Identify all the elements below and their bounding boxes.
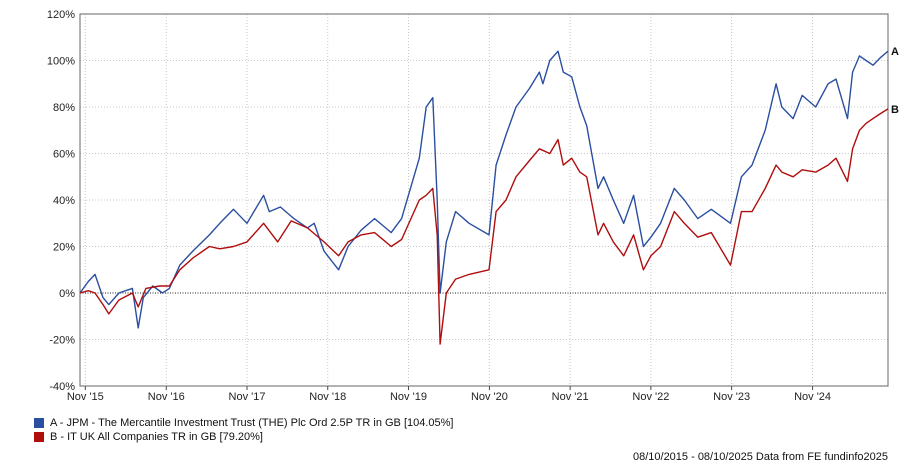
x-tick-label: Nov '19	[390, 391, 427, 403]
legend-swatch-a	[34, 418, 44, 428]
chart-footer: 08/10/2015 - 08/10/2025 Data from FE fun…	[632, 451, 888, 463]
y-tick-label: 40%	[53, 195, 75, 207]
y-tick-label: 0%	[59, 288, 75, 300]
plot-frame	[79, 13, 889, 387]
x-tick-label: Nov '20	[471, 391, 508, 403]
legend-label-b: B - IT UK All Companies TR in GB [79.20%…	[50, 431, 263, 443]
y-tick-label: -40%	[49, 381, 75, 393]
series-end-label-b: B	[891, 104, 899, 116]
x-tick-label: Nov '17	[229, 391, 266, 403]
x-tick-label: Nov '18	[309, 391, 346, 403]
y-tick-label: 120%	[47, 9, 75, 21]
series-end-label-a: A	[891, 46, 899, 58]
legend-swatch-b	[34, 432, 44, 442]
x-tick-label: Nov '22	[632, 391, 669, 403]
y-tick-label: 100%	[47, 56, 75, 68]
y-tick-label: 20%	[53, 242, 75, 254]
x-tick-label: Nov '15	[67, 391, 104, 403]
x-tick-label: Nov '21	[552, 391, 589, 403]
chart-legend: A - JPM - The Mercantile Investment Trus…	[34, 416, 453, 444]
y-tick-label: -20%	[49, 335, 75, 347]
x-tick-label: Nov '23	[713, 391, 750, 403]
x-tick-label: Nov '24	[794, 391, 831, 403]
legend-item-a: A - JPM - The Mercantile Investment Trus…	[34, 416, 453, 430]
y-tick-label: 60%	[53, 149, 75, 161]
x-tick-label: Nov '16	[148, 391, 185, 403]
legend-label-a: A - JPM - The Mercantile Investment Trus…	[50, 417, 454, 429]
y-tick-label: 80%	[53, 102, 75, 114]
series-line-b	[79, 108, 889, 345]
series-line-a	[79, 50, 889, 329]
legend-item-b: B - IT UK All Companies TR in GB [79.20%…	[34, 430, 453, 444]
